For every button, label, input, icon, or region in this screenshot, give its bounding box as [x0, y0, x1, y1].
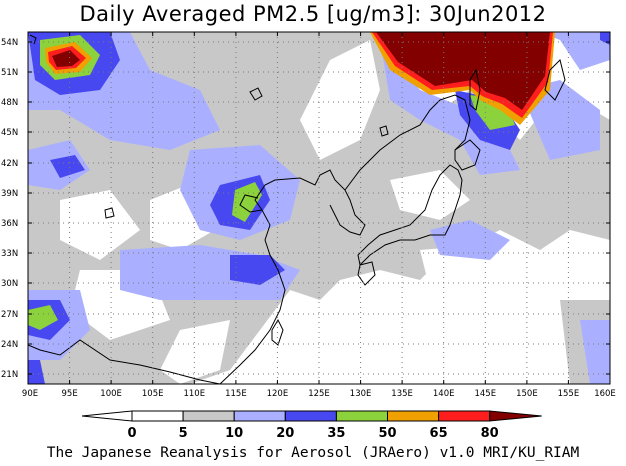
- colorbar-swatch: [233, 410, 286, 422]
- lon-tick-label: 155E: [558, 389, 580, 399]
- graticule: [28, 32, 610, 384]
- lat-tick-label: 24N: [1, 340, 18, 350]
- lat-tick-label: 45N: [1, 128, 18, 138]
- lat-tick-label: 36N: [1, 219, 18, 229]
- colorbar-swatch: [335, 410, 388, 422]
- lon-tick-label: 130E: [350, 389, 372, 399]
- colorbar-label: 10: [225, 426, 243, 441]
- colorbar-label: 35: [327, 426, 345, 441]
- lon-tick-label: 95E: [62, 389, 78, 399]
- tick-marks: [28, 32, 610, 384]
- footer-credit: The Japanese Reanalysis for Aerosol (JRA…: [46, 445, 580, 461]
- pm25-band-0-5: [60, 40, 560, 384]
- lat-labels: 54N 51N 48N 45N 42N 39N 36N 33N 30N 27N …: [1, 38, 18, 380]
- colorbar-label: 20: [276, 426, 294, 441]
- colorbar-label: 5: [179, 426, 188, 441]
- lon-labels: 90E 95E 100E 105E 110E 115E 120E 125E 13…: [22, 389, 616, 399]
- pm25-band-80-plus: [52, 32, 550, 110]
- colorbar-swatch: [182, 410, 235, 422]
- colorbar-label: 65: [430, 426, 448, 441]
- colorbar-swatch: [387, 410, 440, 422]
- coastlines: [28, 34, 566, 384]
- lon-tick-label: 90E: [22, 389, 38, 399]
- colorbar-label: 80: [481, 426, 499, 441]
- colorbar-over-arrow: [489, 410, 542, 422]
- lon-tick-label: 150E: [516, 389, 538, 399]
- lat-tick-label: 33N: [1, 249, 18, 259]
- lon-tick-label: 140E: [433, 389, 455, 399]
- lon-tick-label: 145E: [474, 389, 496, 399]
- lon-tick-label: 160E: [594, 389, 616, 399]
- colorbar-swatch: [284, 410, 337, 422]
- lat-tick-label: 27N: [1, 310, 18, 320]
- lat-tick-label: 39N: [1, 189, 18, 199]
- lat-tick-label: 42N: [1, 159, 18, 169]
- lon-tick-label: 135E: [391, 389, 413, 399]
- colorbar-swatch: [131, 410, 184, 422]
- colorbar-under-arrow: [81, 410, 133, 422]
- colorbar-label: 0: [127, 426, 136, 441]
- lon-tick-label: 105E: [142, 389, 164, 399]
- chart-title: Daily Averaged PM2.5 [ug/m3]: 30Jun2012: [79, 2, 547, 26]
- lon-tick-label: 110E: [183, 389, 205, 399]
- colorbar-label: 50: [378, 426, 396, 441]
- lat-tick-label: 51N: [1, 68, 18, 78]
- lat-tick-label: 30N: [1, 279, 18, 289]
- lon-tick-label: 125E: [308, 389, 330, 399]
- lon-tick-label: 115E: [225, 389, 247, 399]
- lon-tick-label: 120E: [267, 389, 289, 399]
- lat-tick-label: 21N: [1, 370, 18, 380]
- lat-tick-label: 48N: [1, 98, 18, 108]
- lon-tick-label: 100E: [100, 389, 122, 399]
- colorbar-swatch: [438, 410, 491, 422]
- lat-tick-label: 54N: [1, 38, 18, 48]
- colorbar: 0 5 10 20 35 50 65 80: [81, 410, 542, 441]
